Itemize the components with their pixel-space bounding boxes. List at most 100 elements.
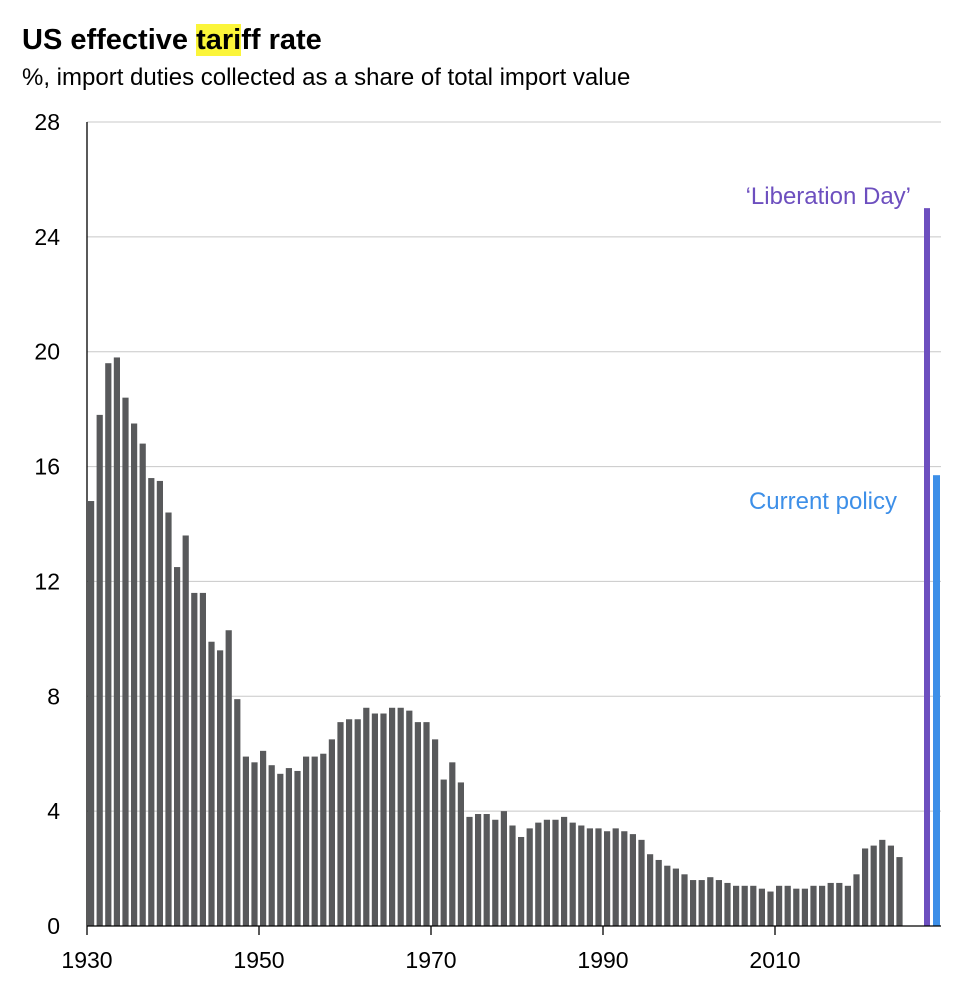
bar-1988 [586,828,593,926]
bar-1943 [199,592,206,926]
y-tick-label-28: 28 [34,109,60,135]
bar-1980 [518,836,525,926]
bar-2010 [776,885,783,926]
title-part-2: ff rate [241,24,322,56]
scenario-bar-2 [933,475,940,926]
bar-1974 [466,816,473,926]
bar-2017 [836,882,843,926]
bar-1932 [105,363,112,926]
x-tick-label-1990: 1990 [577,947,628,973]
bar-1964 [380,713,387,926]
bar-1987 [578,825,585,926]
bar-1942 [191,592,198,926]
x-tick-label-1970: 1970 [405,947,456,973]
bar-1944 [208,641,215,926]
bar-1981 [526,828,533,926]
title-highlight: tari [196,24,242,56]
bar-1955 [303,756,310,926]
bar-1986 [569,822,576,926]
scenario-bar-1 [924,208,930,927]
bar-1961 [354,719,361,926]
scenario-bars [924,208,940,927]
title-part-1: US effective [22,24,197,56]
bar-1991 [612,828,619,926]
bar-1939 [165,512,172,926]
bar-1965 [389,707,396,926]
annotations: ‘Liberation Day’ Current policy [746,183,911,515]
bar-1993 [629,834,636,926]
bar-1985 [561,816,568,926]
bar-2020 [862,848,869,926]
bar-2005 [733,885,740,926]
bar-1948 [242,756,249,926]
x-tick-label-1930: 1930 [61,947,112,973]
bar-2012 [793,888,800,926]
bar-1960 [346,719,353,926]
bar-1962 [363,707,370,926]
scenario-label-1: ‘Liberation Day’ [746,183,911,210]
bar-1983 [543,819,550,926]
bar-2018 [844,885,851,926]
bar-1970 [432,739,439,926]
bar-2021 [870,845,877,926]
y-tick-label-20: 20 [34,339,60,365]
bar-2009 [767,891,774,926]
bar-2006 [741,885,748,926]
bar-1990 [604,831,611,926]
bars [88,357,903,927]
y-tick-label-8: 8 [47,683,60,709]
bar-1967 [406,710,413,926]
bar-1933 [113,357,120,926]
bar-1972 [449,762,456,926]
bar-2016 [827,882,834,926]
bar-1997 [664,865,671,926]
bar-1977 [492,819,499,926]
gridlines [87,121,941,812]
bar-2003 [715,880,722,926]
bar-2002 [707,877,714,926]
bar-2008 [758,888,765,926]
bar-1959 [337,722,344,926]
bar-1996 [655,859,662,926]
scenario-label-2: Current policy [749,488,897,515]
bar-1931 [96,414,103,926]
bar-1947 [234,699,241,926]
bar-1975 [475,814,482,926]
x-axis: 1930 1950 1970 1990 2010 [61,925,941,973]
bar-1954 [294,770,301,926]
bar-1957 [320,753,327,926]
bar-1984 [552,819,559,926]
bar-1966 [397,707,404,926]
bar-1950 [260,750,267,926]
x-tick-label-2010: 2010 [749,947,800,973]
bar-1951 [268,765,275,926]
bar-1953 [285,768,292,926]
y-tick-label-16: 16 [34,454,60,480]
y-tick-label-0: 0 [47,913,60,939]
bar-1995 [647,854,654,926]
bar-1969 [423,722,430,926]
bar-1946 [225,630,232,926]
bar-1976 [483,814,490,926]
bar-1938 [156,480,163,926]
bar-1963 [371,713,378,926]
bar-2001 [698,880,705,926]
bar-1999 [681,874,688,926]
bar-1958 [328,739,335,926]
bar-1956 [311,756,318,926]
y-tick-label-24: 24 [34,224,60,250]
bar-1940 [174,567,181,926]
bar-2011 [784,885,791,926]
bar-2007 [750,885,757,926]
bar-1979 [509,825,516,926]
y-tick-label-12: 12 [34,568,60,594]
bar-1973 [457,782,464,926]
bar-1978 [500,811,507,926]
bar-2000 [690,880,697,926]
y-axis: 0 4 8 12 16 20 24 28 [34,109,88,939]
bar-1935 [131,423,138,926]
x-tick-label-1950: 1950 [233,947,284,973]
bar-1994 [638,839,645,926]
bar-1937 [148,478,155,926]
